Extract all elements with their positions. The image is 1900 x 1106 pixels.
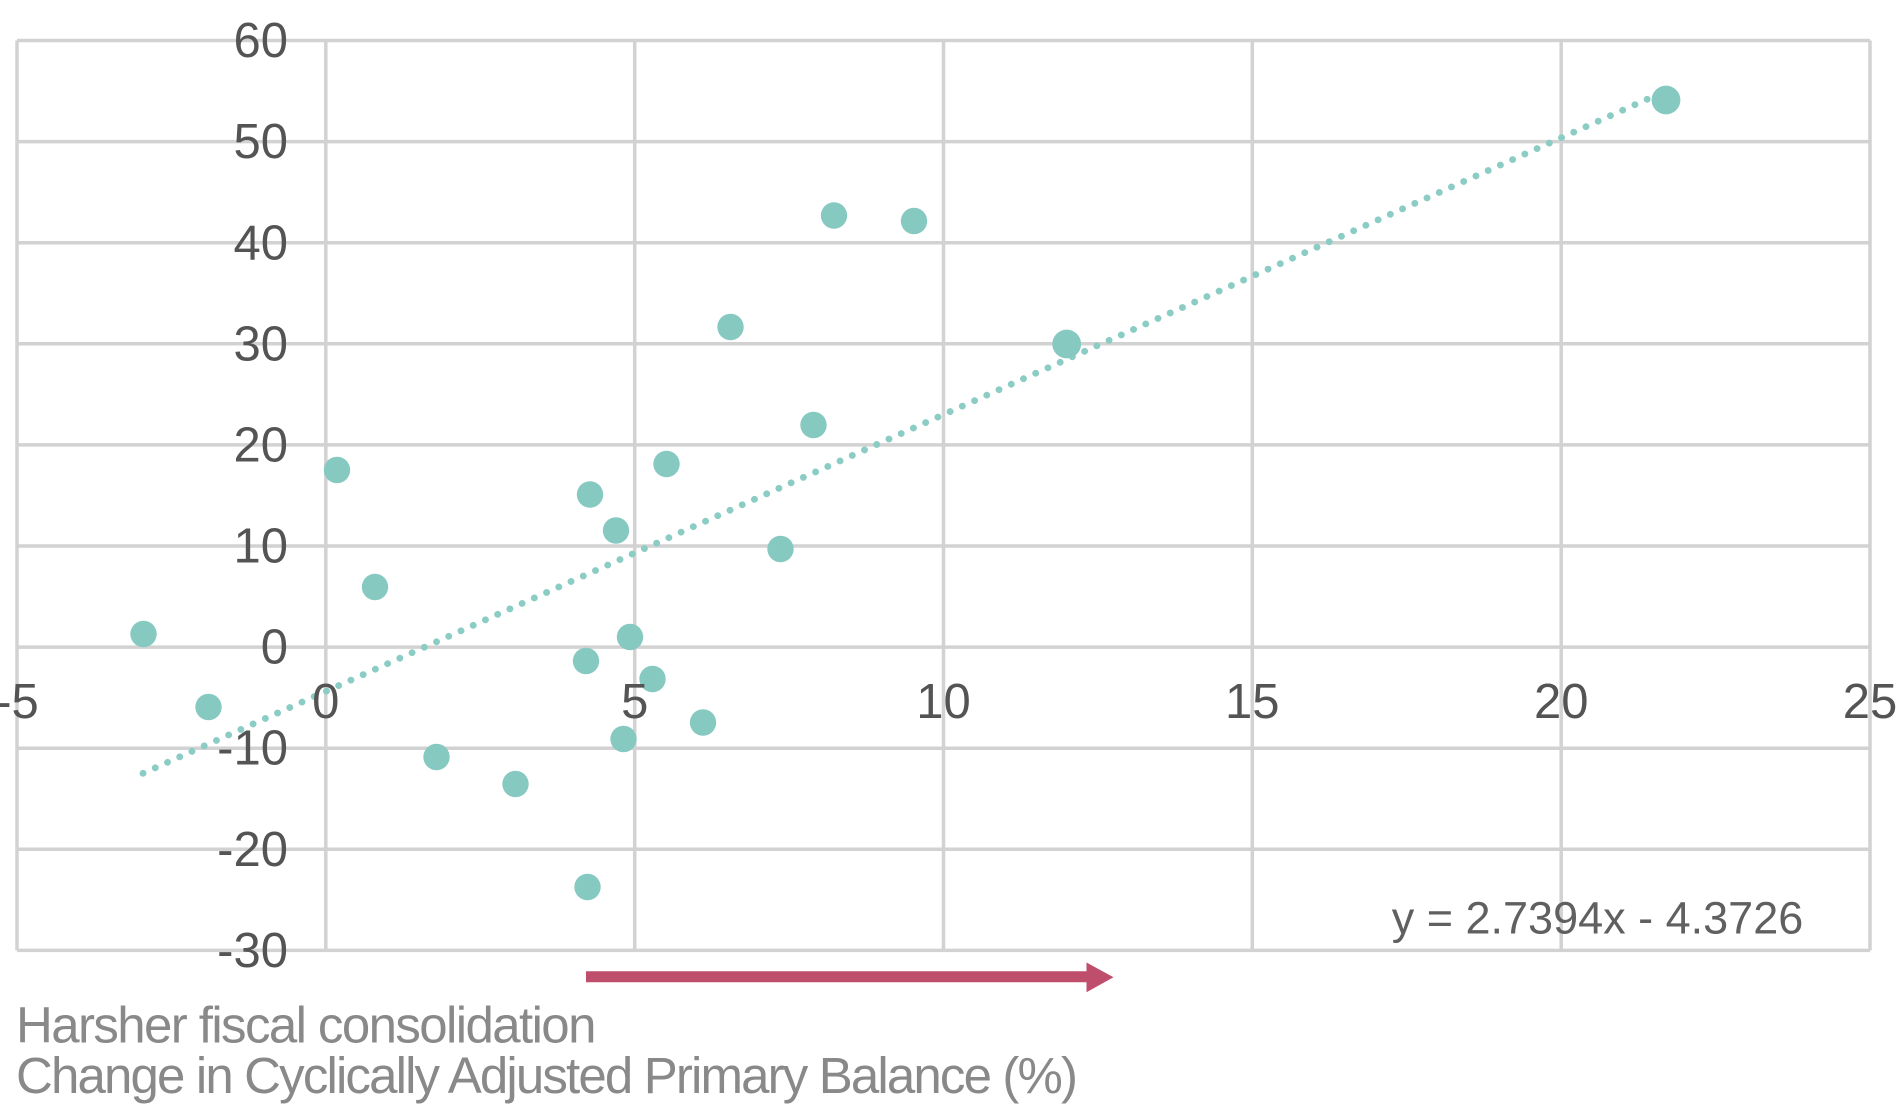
svg-text:-20: -20 (217, 823, 288, 877)
svg-text:-5: -5 (0, 675, 39, 729)
svg-text:Change in Cyclically Adjusted: Change in Cyclically Adjusted Primary Ba… (16, 1047, 1076, 1104)
svg-text:Harsher fiscal consolidation: Harsher fiscal consolidation (16, 997, 595, 1054)
svg-text:30: 30 (233, 317, 288, 371)
svg-text:0: 0 (261, 621, 288, 675)
svg-text:-30: -30 (217, 924, 288, 978)
svg-text:-10: -10 (217, 722, 288, 776)
svg-text:0: 0 (312, 675, 339, 729)
svg-text:50: 50 (233, 115, 288, 169)
svg-text:40: 40 (233, 216, 288, 270)
svg-text:60: 60 (233, 14, 288, 68)
svg-text:20: 20 (1534, 675, 1589, 729)
svg-text:10: 10 (233, 520, 288, 574)
svg-text:10: 10 (916, 675, 971, 729)
svg-text:y = 2.7394x - 4.3726: y = 2.7394x - 4.3726 (1392, 893, 1804, 944)
svg-text:25: 25 (1843, 675, 1898, 729)
svg-text:15: 15 (1225, 675, 1280, 729)
svg-text:20: 20 (233, 418, 288, 472)
svg-text:5: 5 (621, 675, 648, 729)
